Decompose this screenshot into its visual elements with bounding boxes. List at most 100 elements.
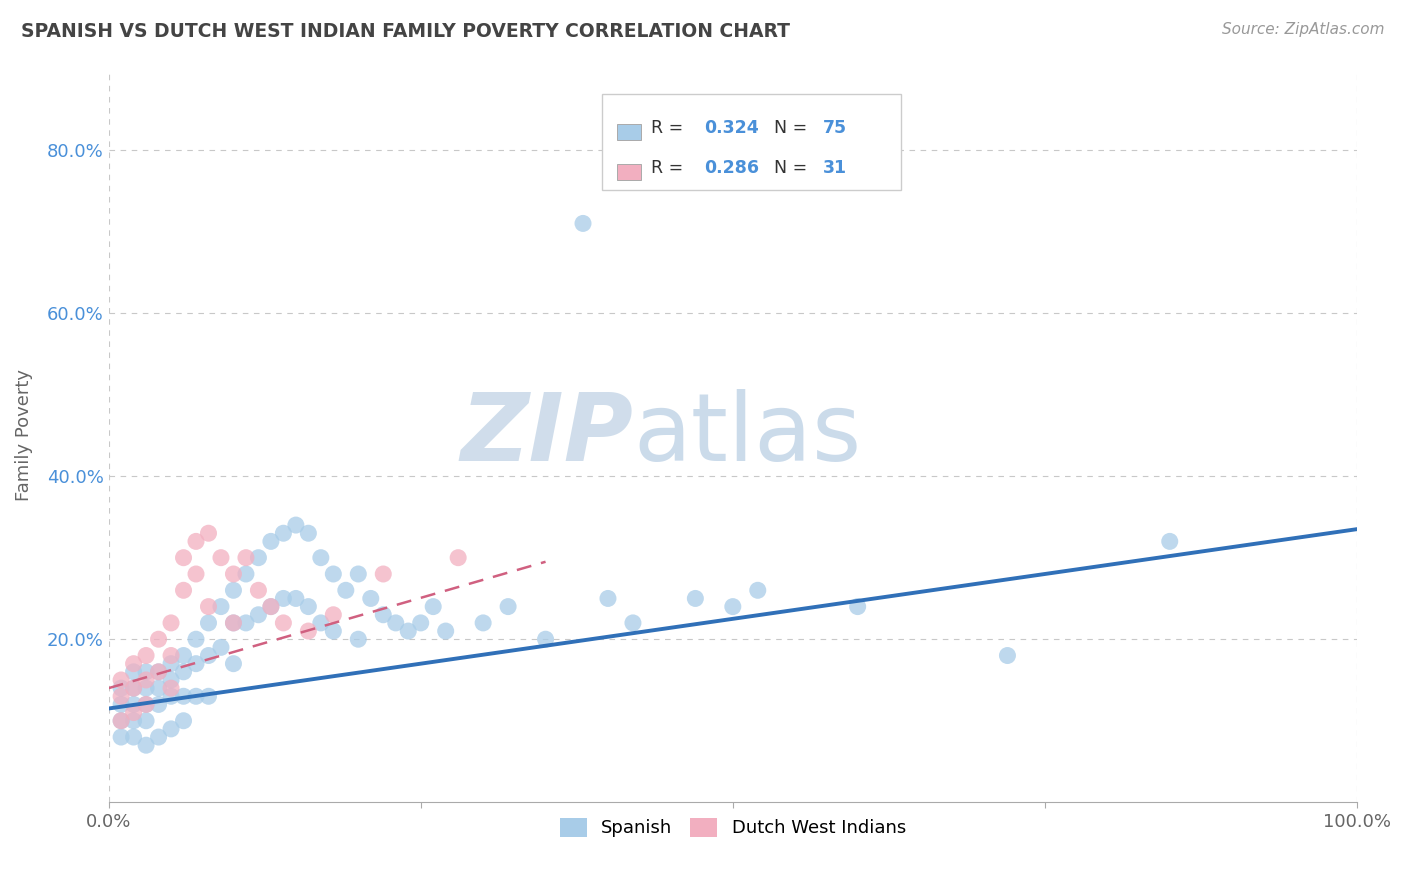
Point bbox=[122, 706, 145, 720]
Point bbox=[110, 690, 132, 704]
Point bbox=[721, 599, 744, 614]
Point bbox=[184, 657, 207, 671]
Point bbox=[110, 698, 132, 712]
Point bbox=[322, 566, 344, 581]
Point bbox=[160, 722, 183, 736]
Point bbox=[260, 599, 283, 614]
FancyBboxPatch shape bbox=[602, 95, 901, 190]
Point bbox=[122, 681, 145, 695]
Point bbox=[184, 632, 207, 647]
Point bbox=[309, 550, 332, 565]
Point bbox=[273, 526, 295, 541]
Text: 0.286: 0.286 bbox=[704, 160, 759, 178]
Point bbox=[122, 714, 145, 728]
Point bbox=[135, 665, 157, 679]
Point bbox=[247, 607, 270, 622]
Point bbox=[235, 566, 257, 581]
Point bbox=[184, 566, 207, 581]
Point bbox=[122, 698, 145, 712]
Point bbox=[434, 624, 457, 638]
Point bbox=[110, 714, 132, 728]
Point bbox=[148, 665, 170, 679]
Point bbox=[422, 599, 444, 614]
Point bbox=[297, 624, 319, 638]
Text: ZIP: ZIP bbox=[460, 390, 633, 482]
Point bbox=[122, 657, 145, 671]
Point bbox=[472, 615, 495, 630]
Point bbox=[596, 591, 619, 606]
Point bbox=[173, 690, 195, 704]
Point bbox=[184, 690, 207, 704]
Point bbox=[247, 583, 270, 598]
Point bbox=[284, 591, 307, 606]
Point bbox=[373, 566, 395, 581]
Point bbox=[173, 583, 195, 598]
Point bbox=[396, 624, 419, 638]
Point bbox=[197, 690, 219, 704]
Text: R =: R = bbox=[651, 120, 689, 137]
Point bbox=[160, 681, 183, 695]
Point bbox=[222, 566, 245, 581]
Point bbox=[110, 681, 132, 695]
Point bbox=[496, 599, 519, 614]
Point bbox=[309, 615, 332, 630]
Point bbox=[148, 698, 170, 712]
Text: N =: N = bbox=[773, 120, 813, 137]
Point bbox=[260, 534, 283, 549]
Point bbox=[846, 599, 869, 614]
Point bbox=[197, 526, 219, 541]
Point bbox=[160, 673, 183, 687]
Bar bbox=[617, 124, 641, 140]
Point bbox=[347, 566, 370, 581]
Point bbox=[135, 681, 157, 695]
Point bbox=[148, 730, 170, 744]
Text: atlas: atlas bbox=[633, 390, 862, 482]
Text: N =: N = bbox=[773, 160, 813, 178]
Point bbox=[260, 599, 283, 614]
Point bbox=[534, 632, 557, 647]
Point bbox=[135, 714, 157, 728]
Point bbox=[1159, 534, 1181, 549]
Point bbox=[160, 690, 183, 704]
Point bbox=[222, 615, 245, 630]
Text: Source: ZipAtlas.com: Source: ZipAtlas.com bbox=[1222, 22, 1385, 37]
Text: 0.324: 0.324 bbox=[704, 120, 759, 137]
Point bbox=[209, 550, 232, 565]
Point bbox=[110, 714, 132, 728]
Point bbox=[222, 583, 245, 598]
Point bbox=[209, 640, 232, 655]
Point bbox=[148, 665, 170, 679]
Point bbox=[409, 615, 432, 630]
Point bbox=[335, 583, 357, 598]
Point bbox=[297, 599, 319, 614]
Point bbox=[572, 216, 595, 230]
Text: SPANISH VS DUTCH WEST INDIAN FAMILY POVERTY CORRELATION CHART: SPANISH VS DUTCH WEST INDIAN FAMILY POVE… bbox=[21, 22, 790, 41]
Point bbox=[122, 730, 145, 744]
Text: 75: 75 bbox=[823, 120, 846, 137]
Point bbox=[273, 591, 295, 606]
Point bbox=[685, 591, 707, 606]
Point bbox=[322, 624, 344, 638]
Point bbox=[247, 550, 270, 565]
Point bbox=[447, 550, 470, 565]
Point bbox=[322, 607, 344, 622]
Point bbox=[148, 681, 170, 695]
Point bbox=[222, 657, 245, 671]
Point bbox=[148, 632, 170, 647]
Point bbox=[135, 698, 157, 712]
Point bbox=[135, 738, 157, 752]
Point bbox=[135, 673, 157, 687]
Point bbox=[135, 698, 157, 712]
Point bbox=[347, 632, 370, 647]
Text: R =: R = bbox=[651, 160, 689, 178]
Point bbox=[997, 648, 1019, 663]
Point bbox=[235, 615, 257, 630]
Point bbox=[173, 665, 195, 679]
Point bbox=[184, 534, 207, 549]
Point bbox=[222, 615, 245, 630]
Point bbox=[135, 648, 157, 663]
Point bbox=[160, 657, 183, 671]
Point bbox=[284, 518, 307, 533]
Point bbox=[173, 648, 195, 663]
Point bbox=[235, 550, 257, 565]
